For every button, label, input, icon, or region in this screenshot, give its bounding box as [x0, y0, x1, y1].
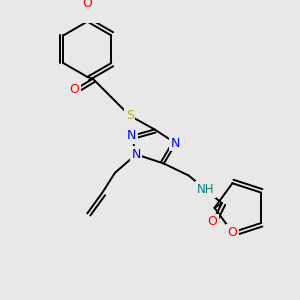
Text: N: N	[127, 129, 136, 142]
Text: O: O	[208, 215, 218, 228]
Text: N: N	[131, 148, 141, 161]
Text: O: O	[82, 0, 92, 10]
Text: O: O	[227, 226, 237, 239]
Text: O: O	[70, 83, 79, 96]
Text: NH: NH	[196, 183, 214, 196]
Text: S: S	[126, 109, 134, 122]
Text: N: N	[171, 137, 181, 150]
